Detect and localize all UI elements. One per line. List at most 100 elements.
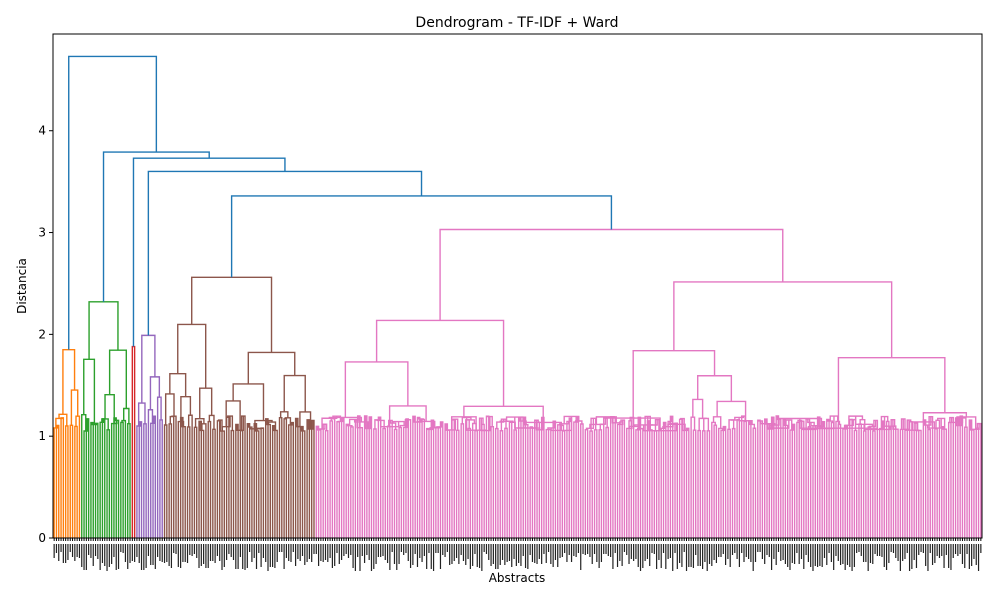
x-leaf-label <box>292 544 294 552</box>
x-leaf-label <box>639 544 642 571</box>
x-leaf-label <box>212 544 214 561</box>
x-leaf-label <box>800 544 803 559</box>
x-leaf-label <box>166 544 168 562</box>
x-leaf-label <box>368 544 370 560</box>
y-axis: 0 1 2 3 4 <box>38 124 53 545</box>
x-leaf-label <box>754 544 757 562</box>
x-leaf-label <box>76 544 78 557</box>
x-leaf-label <box>727 544 729 559</box>
x-leaf-label <box>83 544 85 570</box>
x-leaf-label <box>858 544 860 552</box>
y-tick-label: 0 <box>38 531 46 545</box>
x-leaf-label <box>706 544 708 571</box>
x-leaf-label <box>704 544 706 562</box>
x-leaf-label <box>352 544 354 568</box>
x-leaf-label <box>350 544 352 555</box>
x-leaf-label <box>272 544 274 567</box>
x-leaf-label <box>547 544 550 552</box>
x-leaf-label <box>867 544 869 571</box>
x-leaf-label <box>53 544 55 558</box>
x-leaf-label <box>796 544 798 553</box>
x-leaf-label <box>230 544 232 557</box>
x-leaf-label <box>439 544 442 569</box>
x-leaf-label <box>157 544 159 557</box>
x-leaf-label <box>791 544 793 563</box>
x-leaf-label <box>745 544 747 557</box>
x-leaf-label <box>315 544 317 554</box>
x-leaf-label <box>665 544 667 569</box>
x-leaf-label <box>541 544 543 564</box>
x-leaf-label <box>214 544 216 563</box>
x-leaf-label <box>862 544 865 562</box>
x-leaf-label <box>669 544 672 558</box>
x-leaf-label <box>382 544 384 556</box>
x-leaf-label <box>340 544 343 560</box>
x-leaf-label <box>936 544 938 556</box>
x-leaf-label <box>637 544 639 567</box>
x-leaf-label <box>258 544 260 553</box>
x-leaf-label <box>872 544 874 564</box>
x-leaf-label <box>736 544 738 559</box>
x-leaf-label <box>495 544 497 569</box>
x-leaf-label <box>108 544 110 567</box>
x-leaf-label <box>830 544 832 562</box>
x-leaf-label <box>777 544 780 552</box>
x-leaf-label <box>835 544 837 556</box>
x-leaf-label <box>656 544 658 569</box>
x-leaf-label <box>598 544 600 568</box>
x-leaf-label <box>752 544 754 571</box>
x-leaf-label <box>184 544 186 562</box>
x-leaf-label <box>833 544 835 570</box>
dendrogram-links <box>53 55 982 538</box>
x-leaf-label <box>345 544 347 554</box>
x-leaf-label <box>934 544 936 563</box>
x-leaf-label <box>393 544 396 564</box>
x-leaf-label <box>99 544 101 570</box>
top-link <box>68 55 158 350</box>
x-leaf-label <box>943 544 945 568</box>
x-leaf-label <box>876 544 878 556</box>
x-leaf-label <box>140 544 143 570</box>
x-leaf-label <box>922 544 924 553</box>
x-leaf-label <box>775 544 777 565</box>
x-leaf-label <box>630 544 632 559</box>
x-leaf-label <box>294 544 297 566</box>
x-leaf-label <box>614 544 616 553</box>
x-leaf-label <box>235 544 237 569</box>
x-leaf-label <box>331 544 333 568</box>
x-leaf-label <box>692 544 695 568</box>
chart-title: Dendrogram - TF-IDF + Ward <box>415 15 618 31</box>
x-leaf-label <box>782 544 784 560</box>
x-leaf-label <box>644 544 646 561</box>
x-leaf-label <box>446 544 448 552</box>
x-leaf-label <box>810 544 812 567</box>
x-leaf-label <box>780 544 782 561</box>
x-leaf-label <box>612 544 614 569</box>
x-leaf-label <box>911 544 913 569</box>
x-leaf-label <box>370 544 373 571</box>
x-leaf-label <box>228 544 230 554</box>
x-leaf-label <box>499 544 501 565</box>
x-leaf-label <box>557 544 559 567</box>
x-leaf-label <box>386 544 389 563</box>
x-leaf-label <box>60 544 62 552</box>
x-leaf-label <box>237 544 239 569</box>
x-leaf-label <box>363 544 366 563</box>
x-leaf-label <box>150 544 152 565</box>
x-leaf-label <box>642 544 644 568</box>
x-leaf-label <box>591 544 593 564</box>
x-leaf-label <box>58 544 60 561</box>
x-leaf-label <box>334 544 336 566</box>
x-leaf-label <box>336 544 338 553</box>
x-leaf-label <box>899 544 901 571</box>
x-leaf-label <box>384 544 386 560</box>
x-leaf-label <box>621 544 623 566</box>
x-leaf-label <box>819 544 821 566</box>
x-leaf-label <box>952 544 954 558</box>
x-leaf-label <box>159 544 161 561</box>
x-leaf-label <box>658 544 660 560</box>
x-leaf-label <box>373 544 375 569</box>
x-leaf-label <box>209 544 212 561</box>
x-leaf-label <box>127 544 129 569</box>
x-leaf-label <box>460 544 462 555</box>
